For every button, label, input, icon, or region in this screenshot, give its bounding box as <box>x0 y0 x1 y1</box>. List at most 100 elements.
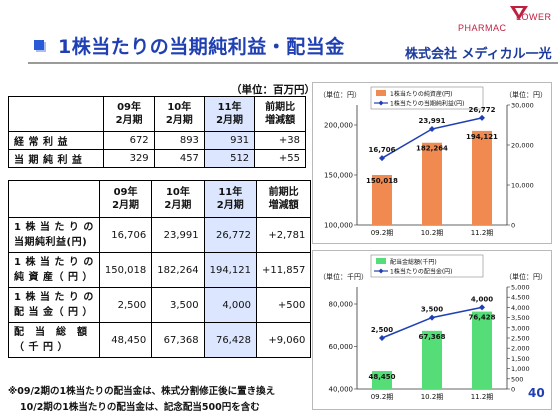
footnote-1: ※09/2期の1株当たりの配当金は、株式分割修正後に置き換え <box>8 386 276 397</box>
right-tick-label: 5,000 <box>511 284 530 292</box>
table-cell: 76,428 <box>203 322 257 358</box>
legend-marker-line <box>378 100 384 106</box>
legend-box <box>370 254 484 278</box>
row-label: 1 株 当 た り の 配 当 金（ 円 ） <box>8 287 100 323</box>
table-header: 前期比 増減額 <box>255 180 312 218</box>
right-tick-label: 20,000 <box>511 142 534 150</box>
bar <box>372 371 392 389</box>
table-cell: 194,121 <box>203 252 257 288</box>
row-label: 経 常 利 益 <box>7 131 105 150</box>
right-axis-unit: （単位：円） <box>505 90 547 99</box>
left-tick-label: 200,000 <box>324 122 353 130</box>
footnote-2: 10/2期の1株当たりの配当金は、記念配当500円を含む <box>20 402 260 413</box>
right-tick-label: 3,500 <box>511 314 530 322</box>
x-tick-label: 09.2期 <box>371 393 394 401</box>
legend-label-line: 1株当たりの当期純利益(円) <box>390 100 465 108</box>
line-point <box>429 126 435 133</box>
table-row: 配 当 総 額 （ 千 円 ） 48,450 67,368 76,428 +9,… <box>8 322 312 358</box>
table-cell: 23,991 <box>151 217 205 253</box>
table-cell: 3,500 <box>151 287 205 323</box>
table-cell: 931 <box>203 131 256 150</box>
table-cell: +11,857 <box>255 252 312 288</box>
table-cell: 2,500 <box>98 287 153 323</box>
table-cell: +38 <box>254 131 306 150</box>
line-value-label: 4,000 <box>471 295 493 303</box>
per-share-table: 09年 2月期 10年 2月期 11年 2月期 前期比 増減額 1 株 当 た … <box>8 180 312 358</box>
right-tick-label: 1,500 <box>511 355 530 363</box>
page-number: 40 <box>528 386 545 400</box>
table-corner <box>7 96 105 132</box>
title-bullet-icon <box>34 40 44 50</box>
legend-swatch-bar <box>376 258 386 264</box>
left-tick-label: 100,000 <box>324 222 353 230</box>
chart-2-frame: （単位：千円） （単位：円） 配当金総額(千円) 1株当たりの配当金(円) 40,000… <box>312 250 552 410</box>
right-axis-unit: （単位：円） <box>505 272 547 281</box>
net-assets-eps-chart: （単位：円） （単位：円） 1株当たりの純資産(円) 1株当たりの当期純利益(円) 10… <box>319 86 547 237</box>
table-cell: 150,018 <box>98 252 153 288</box>
right-tick-label: 2,500 <box>511 335 530 343</box>
bar-value-label: 182,264 <box>416 145 448 153</box>
legend-label-bar: 1株当たりの純資産(円) <box>390 90 453 98</box>
table-cell: 26,772 <box>203 217 257 253</box>
line-point <box>429 314 435 321</box>
row-label: 1 株 当 た り の 当期純利益(円) <box>8 217 100 253</box>
table-header: 11年 2月期 <box>203 96 256 132</box>
bar <box>472 130 492 225</box>
table-cell: 457 <box>153 149 205 168</box>
table-row: 1 株 当 た り の 配 当 金（ 円 ） 2,500 3,500 4,000… <box>8 287 312 323</box>
table-header: 09年 2月期 <box>98 180 153 218</box>
bar <box>472 311 492 389</box>
bar-value-label: 76,428 <box>468 314 495 322</box>
left-axis-unit: （単位：円） <box>319 90 361 99</box>
table-header: 10年 2月期 <box>153 96 205 132</box>
line-value-label: 2,500 <box>371 326 393 334</box>
right-tick-label: 3,000 <box>511 324 530 332</box>
company-name: 株式会社 メディカル一光 <box>405 47 552 62</box>
table-corner <box>8 180 100 218</box>
table-row: 1 株 当 た り の 純 資 産（ 円 ） 150,018 182,264 1… <box>8 252 312 288</box>
line-value-label: 26,772 <box>468 106 495 114</box>
bar-value-label: 67,368 <box>418 333 445 341</box>
logo-mark-icon <box>510 6 528 20</box>
table-unit-label: （単位：百万円） <box>231 84 315 96</box>
line-value-label: 23,991 <box>418 117 445 125</box>
left-tick-label: 40,000 <box>329 386 354 394</box>
left-axis-unit: （単位：千円） <box>319 272 368 281</box>
bar-value-label: 48,450 <box>368 373 395 381</box>
legend-label-line: 1株当たりの配当金(円) <box>390 268 453 276</box>
line-point <box>479 114 485 121</box>
chart-1-frame: （単位：円） （単位：円） 1株当たりの純資産(円) 1株当たりの当期純利益(円) 10… <box>312 82 552 244</box>
right-tick-label: 1,000 <box>511 365 530 373</box>
x-tick-label: 10.2期 <box>421 393 444 401</box>
x-tick-label: 09.2期 <box>371 229 394 237</box>
logo-text-pharmac: PHARMAC <box>458 23 507 33</box>
bar <box>422 142 442 225</box>
table-cell: 329 <box>103 149 155 168</box>
table-header: 09年 2月期 <box>103 96 155 132</box>
table-header: 11年 2月期 <box>203 180 257 218</box>
row-label: 当 期 純 利 益 <box>7 149 105 168</box>
table-cell: 672 <box>103 131 155 150</box>
right-tick-label: 2,000 <box>511 345 530 353</box>
line-point <box>379 335 385 341</box>
x-tick-label: 11.2期 <box>471 229 494 237</box>
line-point <box>379 155 385 162</box>
right-tick-label: 30,000 <box>511 102 534 110</box>
table-cell: +2,781 <box>255 217 312 253</box>
legend-swatch-bar <box>376 90 386 96</box>
right-tick-label: 500 <box>511 375 523 383</box>
table-cell: 48,450 <box>98 322 153 358</box>
x-tick-label: 11.2期 <box>471 393 494 401</box>
table-header: 10年 2月期 <box>151 180 205 218</box>
right-tick-label: 10,000 <box>511 182 534 190</box>
line-point <box>479 304 485 311</box>
table-cell: 512 <box>203 149 256 168</box>
bar <box>422 330 442 389</box>
line-value-label: 3,500 <box>421 306 443 314</box>
row-label: 配 当 総 額 （ 千 円 ） <box>8 322 100 358</box>
table-cell: +55 <box>254 149 306 168</box>
right-tick-label: 4,500 <box>511 294 530 302</box>
table-cell: +500 <box>255 287 312 323</box>
right-tick-label: 0 <box>511 222 515 230</box>
legend-box <box>370 86 484 110</box>
